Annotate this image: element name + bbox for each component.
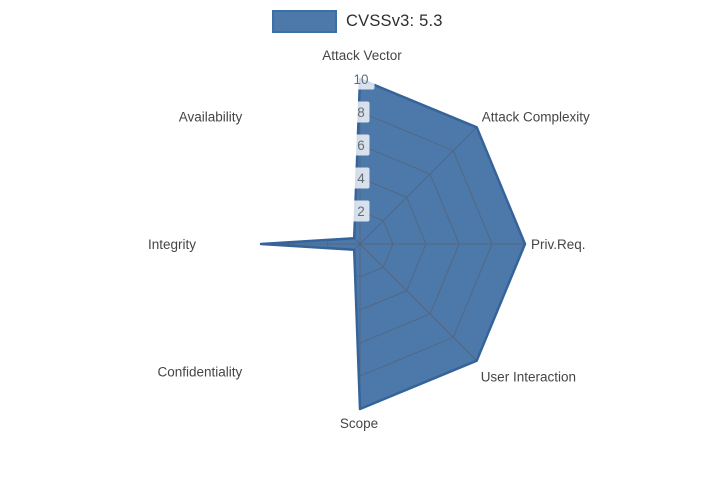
legend-swatch [272,10,337,33]
axis-label-scope: Scope [340,416,378,431]
axis-label-attack-vector: Attack Vector [322,48,402,63]
axis-label-priv-req: Priv.Req. [531,237,586,252]
radial-tick-label: 8 [357,105,365,120]
series-polygon-outline [259,77,527,411]
axis-label-attack-complexity: Attack Complexity [482,109,590,124]
radial-tick-label: 4 [357,171,365,186]
grid-spoke [359,243,478,362]
axis-label-confidentiality: Confidentiality [158,365,243,380]
legend-label: CVSSv3: 5.3 [346,12,443,30]
radial-tick-box [347,68,375,90]
grid-spoke [261,243,361,362]
radial-tick-box [352,167,370,189]
radar-grid [261,79,525,409]
radial-tick-label: 6 [357,138,365,153]
radial-tick-box [352,101,370,123]
axis-label-availability: Availability [179,109,243,124]
axis-label-integrity: Integrity [148,237,196,252]
radial-tick-box [352,134,370,156]
grid-spoke [261,126,361,245]
axis-label-user-interaction: User Interaction [481,370,576,385]
radial-tick-box [352,200,370,222]
radial-tick-label: 2 [357,204,365,219]
legend-item-cvssv3[interactable]: CVSSv3: 5.3 [272,10,443,33]
radial-tick-label: 10 [353,72,368,87]
grid-spoke [359,126,478,245]
